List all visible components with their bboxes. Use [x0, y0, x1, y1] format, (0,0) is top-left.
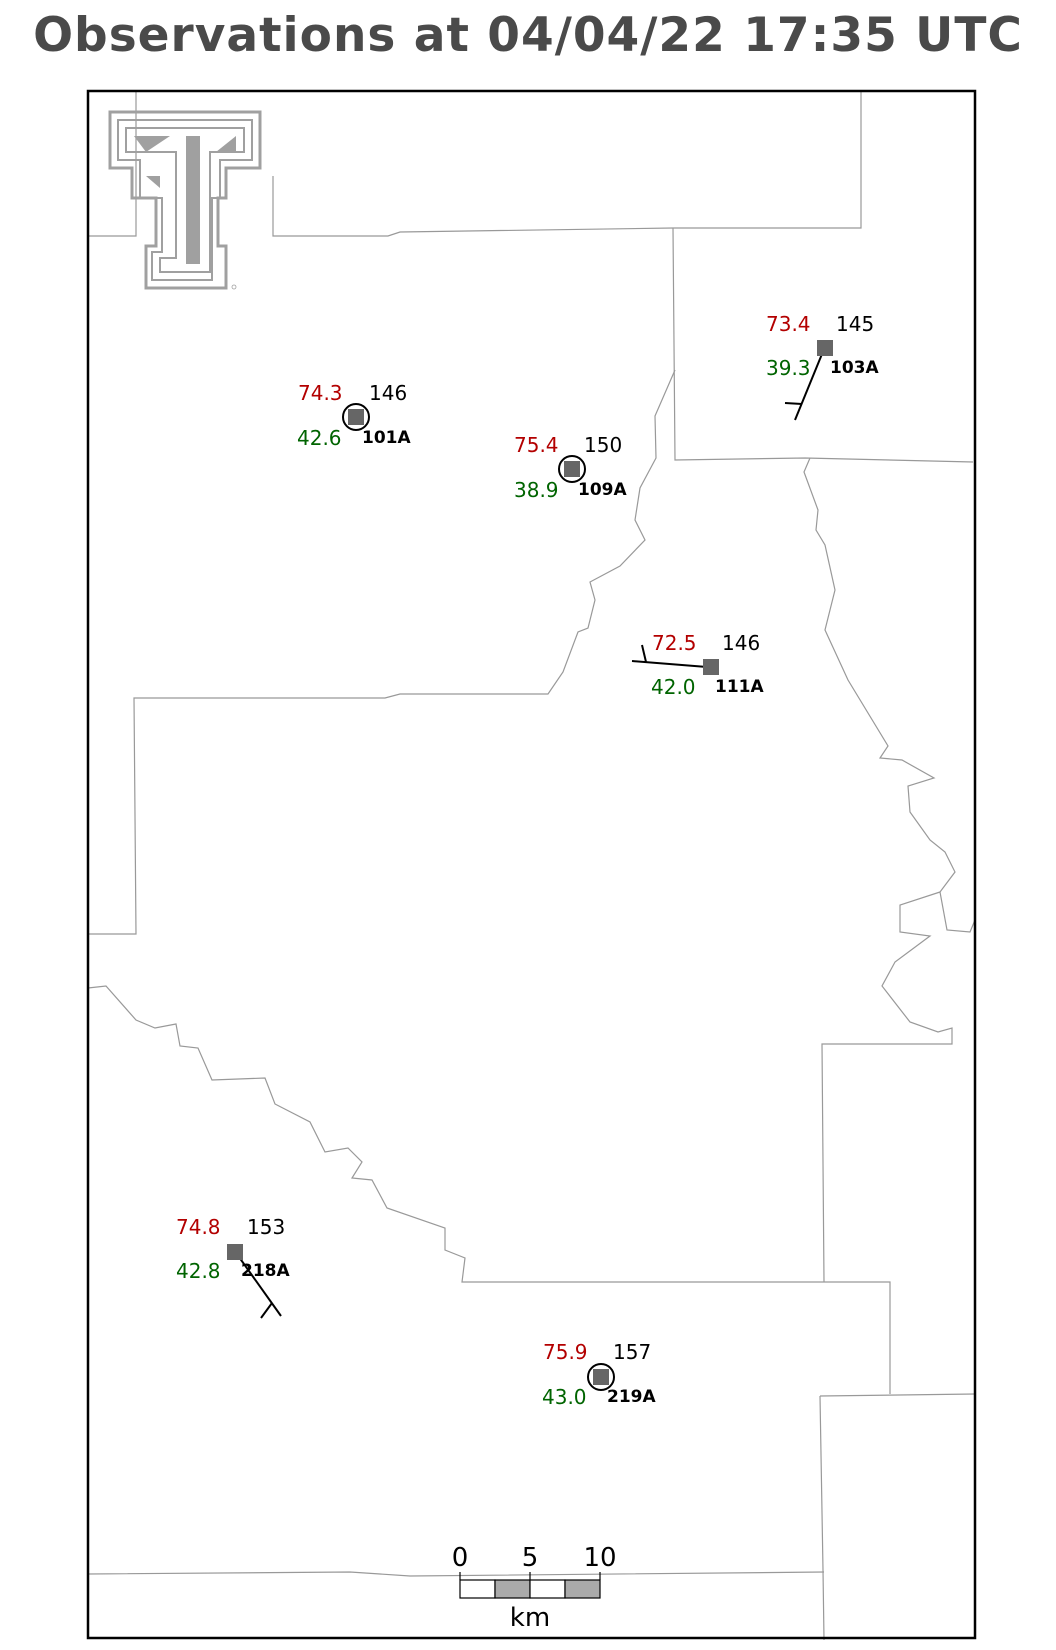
temperature-label: 74.8	[176, 1215, 221, 1239]
value-label: 153	[247, 1215, 285, 1239]
scale-bar: 0 5 10 km	[452, 1543, 617, 1633]
station-111a: 72.5 146 42.0 111A	[651, 631, 764, 699]
station-109a-marker	[558, 455, 586, 483]
scale-unit-label: km	[510, 1603, 550, 1633]
dewpoint-label: 42.6	[297, 426, 342, 450]
dewpoint-label: 38.9	[514, 478, 559, 502]
station-109a: 75.4 150 38.9 109A	[514, 433, 627, 502]
station-218a-marker	[227, 1244, 243, 1260]
wind-barbs	[233, 353, 823, 1319]
station-111a-marker	[703, 659, 719, 675]
value-label: 146	[369, 381, 407, 405]
dewpoint-label: 39.3	[766, 356, 811, 380]
wind-barb-218a	[233, 1249, 282, 1319]
station-103a: 73.4 145 39.3 103A	[766, 312, 879, 380]
county-line	[819, 1395, 825, 1641]
county-line	[272, 92, 862, 237]
dewpoint-label: 43.0	[542, 1385, 587, 1409]
county-boundaries	[87, 92, 976, 1641]
station-markers	[227, 340, 833, 1391]
station-id-label: 218A	[241, 1261, 290, 1281]
temperature-label: 74.3	[298, 381, 343, 405]
scale-tick-label: 10	[583, 1543, 616, 1573]
station-id-label: 103A	[830, 358, 879, 378]
station-103a-marker	[817, 340, 833, 356]
station-id-label: 219A	[607, 1387, 656, 1407]
wind-barb-103a	[784, 353, 823, 421]
station-101a: 74.3 146 42.6 101A	[297, 381, 411, 450]
value-label: 145	[836, 312, 874, 336]
county-line	[821, 891, 953, 1283]
station-219a-marker	[587, 1363, 615, 1391]
value-label: 146	[722, 631, 760, 655]
temperature-label: 75.9	[543, 1340, 588, 1364]
temperature-label: 75.4	[514, 433, 559, 457]
station-id-label: 101A	[362, 428, 411, 448]
wind-barb-111a	[631, 644, 708, 668]
value-label: 157	[613, 1340, 651, 1364]
dewpoint-label: 42.8	[176, 1259, 221, 1283]
texas-tech-double-t-logo	[108, 110, 262, 290]
map-frame	[86, 89, 977, 1640]
station-id-label: 111A	[715, 677, 764, 697]
scale-tick-label: 5	[522, 1543, 539, 1573]
dewpoint-label: 42.0	[651, 675, 696, 699]
scale-tick-label: 0	[452, 1543, 469, 1573]
county-line	[87, 985, 891, 1394]
value-label: 150	[584, 433, 622, 457]
county-line	[88, 92, 137, 237]
county-line	[672, 227, 974, 463]
county-line	[88, 369, 676, 935]
temperature-label: 72.5	[652, 631, 697, 655]
station-id-label: 109A	[578, 480, 627, 500]
station-219a: 75.9 157 43.0 219A	[542, 1340, 656, 1409]
county-line	[803, 457, 976, 933]
county-line	[819, 1393, 976, 1397]
station-101a-marker	[342, 403, 370, 431]
temperature-label: 73.4	[766, 312, 811, 336]
station-218a: 74.8 153 42.8 218A	[176, 1215, 290, 1283]
county-line	[87, 1571, 825, 1577]
map-title: Observations at 04/04/22 17:35 UTC	[33, 8, 1023, 63]
